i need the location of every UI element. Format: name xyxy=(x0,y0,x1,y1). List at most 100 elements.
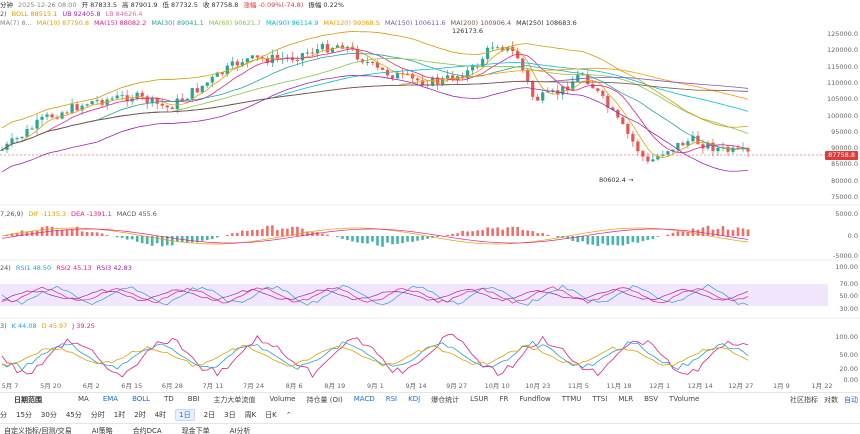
period-option[interactable]: 周K xyxy=(244,410,257,419)
ohlc-legend: 分钟 2025-12-26 08:00 开 87833.5 高 87901.9 低 87… xyxy=(0,1,344,9)
kdj-legend: 3) K 44.08 D 45.97 J 39.25 xyxy=(0,322,95,330)
indicator-mlr-button[interactable]: MLR xyxy=(618,395,634,403)
price-tick-label: 105000.0 xyxy=(826,95,858,104)
macd-bar xyxy=(501,229,504,236)
axis-tick-label: 0.0 xyxy=(847,232,858,240)
indicator-kdj-button[interactable]: KDJ xyxy=(408,395,421,403)
date-range-button[interactable]: 日期范围 xyxy=(14,396,42,404)
macd-bar xyxy=(185,236,189,243)
period-option[interactable]: 分 xyxy=(0,410,7,419)
toolbar-option[interactable]: 社区指标 xyxy=(790,396,818,404)
period-option[interactable]: 1时 xyxy=(113,410,126,419)
period-option[interactable]: 分时 xyxy=(90,410,105,419)
indicator---button[interactable]: 主力大单流值 xyxy=(213,396,256,404)
period-option[interactable]: 日K xyxy=(265,410,277,419)
bottom-tab[interactable]: AI策略 xyxy=(91,427,113,434)
macd-bar xyxy=(571,236,575,242)
macd-bar xyxy=(130,236,134,240)
indicator--oi--button[interactable]: 持仓量 (OI) xyxy=(306,396,343,404)
period-option[interactable]: 4时 xyxy=(154,410,167,419)
indicator-lsur-button[interactable]: LSUR xyxy=(470,395,489,403)
moving-average-line xyxy=(1,80,749,151)
time-tick-label: 6月 2 xyxy=(82,382,100,390)
indicator-fundflow-button[interactable]: Fundflow xyxy=(519,395,551,403)
candle-body xyxy=(210,76,214,83)
candle-body xyxy=(15,138,19,140)
indicator-fr-button[interactable]: FR xyxy=(499,395,509,403)
candle-body xyxy=(10,138,14,144)
time-tick-label: 5月 7 xyxy=(1,382,19,390)
candle-body xyxy=(230,61,234,66)
macd-bar xyxy=(616,236,620,246)
price-chart[interactable] xyxy=(0,0,860,394)
candle-body xyxy=(180,98,184,101)
candle-body xyxy=(656,155,660,160)
period-option[interactable]: 30分 xyxy=(40,410,57,419)
indicator-tvolume-button[interactable]: TVolume xyxy=(669,395,700,403)
candle-body xyxy=(225,65,229,75)
time-tick-label: 8月 6 xyxy=(285,382,303,390)
indicator-bsv-button[interactable]: BSV xyxy=(644,395,659,403)
bottom-tab[interactable]: 现金下单 xyxy=(181,427,210,434)
legend-field: DEA -1391.1 xyxy=(71,210,112,218)
candle-body xyxy=(616,109,620,118)
candle-body xyxy=(671,149,675,152)
period-option[interactable]: 1日 xyxy=(175,408,195,421)
candle-body xyxy=(50,114,54,118)
indicator-ema-button[interactable]: EMA xyxy=(102,395,119,403)
bottom-tab[interactable]: AI分析 xyxy=(229,427,251,434)
candle-body xyxy=(420,80,425,85)
candle-body xyxy=(315,49,320,54)
period-option[interactable]: 2时 xyxy=(134,410,146,419)
indicator-bbi-button[interactable]: BBI xyxy=(187,395,200,403)
period-option[interactable]: 45分 xyxy=(65,410,82,419)
macd-bar xyxy=(426,236,429,239)
moving-average-line xyxy=(1,53,749,151)
bottom-tab[interactable]: 自定义指标/回测/交易 xyxy=(4,427,72,434)
bottom-tab[interactable]: 合约DCA xyxy=(132,427,162,434)
time-tick-label: 12月 1 xyxy=(649,382,671,390)
toolbar-option[interactable]: 对数 xyxy=(824,396,838,404)
candle-body xyxy=(601,90,605,96)
indicator-ma-button[interactable]: MA xyxy=(78,395,89,403)
indicator-macd-button[interactable]: MACD xyxy=(353,395,375,403)
ohlc-field: 低 87732.5 xyxy=(162,1,198,9)
macd-bar xyxy=(215,236,219,238)
time-tick-label: 1月 9 xyxy=(772,382,790,390)
time-tick-label: 10月 10 xyxy=(484,382,510,390)
macd-bar xyxy=(646,236,650,240)
time-tick-label: 8月 19 xyxy=(324,382,346,390)
macd-bar xyxy=(366,236,369,244)
toolbar-option[interactable]: 自动 xyxy=(844,396,858,404)
indicator---button[interactable]: 爆仓统计 xyxy=(431,396,460,404)
macd-bar xyxy=(396,236,399,244)
macd-bar xyxy=(266,225,269,236)
collapse-icon[interactable]: ⌃ xyxy=(285,410,292,419)
legend-field: RSI2 45.13 xyxy=(56,264,92,272)
period-option[interactable]: 3日 xyxy=(224,410,236,419)
ma-field: MA(7) 8... xyxy=(0,19,32,27)
macd-bar xyxy=(60,229,64,236)
candle-body xyxy=(370,61,375,63)
macd-bar xyxy=(55,229,59,236)
candle-body xyxy=(636,141,640,152)
candle-body xyxy=(80,105,84,111)
candle-body xyxy=(265,58,269,64)
legend-field: RSI3 42.83 xyxy=(96,264,132,272)
candle-body xyxy=(566,86,570,91)
period-option[interactable]: 15分 xyxy=(16,410,32,419)
candle-body xyxy=(596,88,600,91)
indicator-ttsi-button[interactable]: TTSI xyxy=(592,395,608,403)
period-option[interactable]: 2日 xyxy=(203,410,216,419)
macd-bar xyxy=(35,230,39,236)
ma-field: MA(60) 90621.7 xyxy=(208,19,262,27)
indicator-boll-button[interactable]: BOLL xyxy=(132,395,151,403)
indicator-td-button[interactable]: TD xyxy=(164,395,174,403)
macd-bar xyxy=(666,234,670,236)
indicator-ttmu-button[interactable]: TTMU xyxy=(561,395,582,403)
indicator-volume-button[interactable]: Volume xyxy=(269,395,296,403)
indicator-rsi-button[interactable]: RSI xyxy=(385,395,398,403)
candle-body xyxy=(165,105,169,108)
time-tick-label: 6月 15 xyxy=(121,382,143,390)
macd-bar xyxy=(681,231,685,236)
